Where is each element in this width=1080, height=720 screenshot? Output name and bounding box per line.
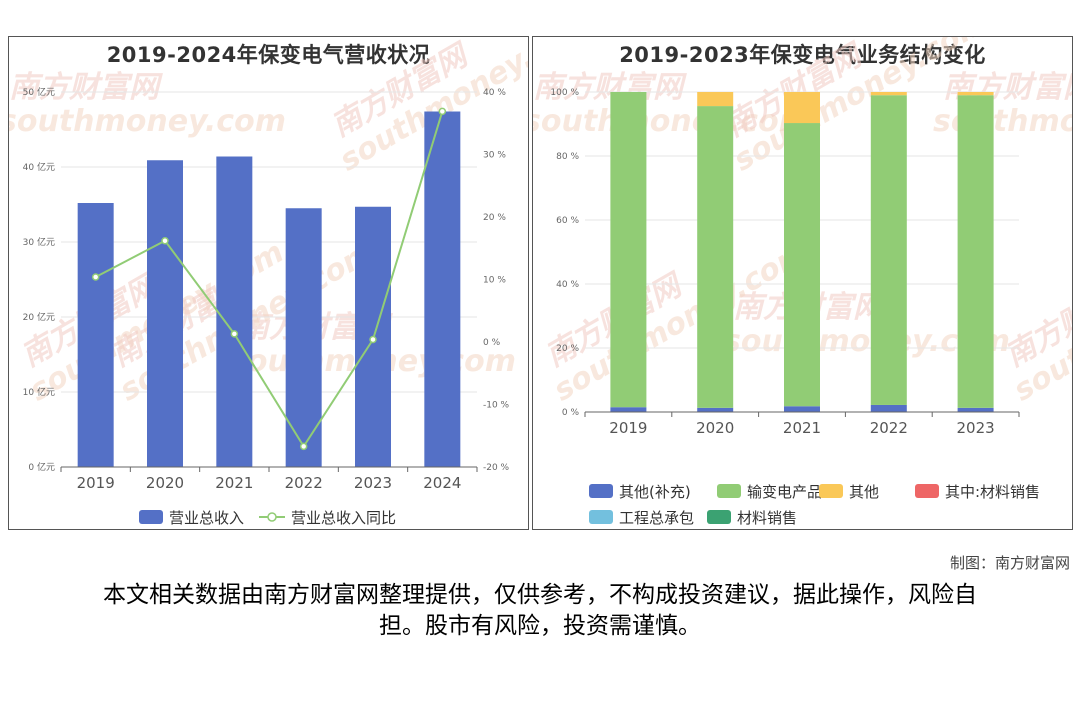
business-structure-chart-title: 2019-2023年保变电气业务结构变化 <box>619 43 986 67</box>
stacked-bar-segment <box>697 92 734 107</box>
disclaimer-text: 本文相关数据由南方财富网整理提供，仅供参考，不构成投资建议，据此操作，风险自担。… <box>103 582 977 639</box>
watermark-text: southmoney.com <box>933 104 1073 139</box>
revenue-bar <box>424 111 461 467</box>
revenue-bar <box>285 208 322 467</box>
watermark-text: southmoney.com <box>9 104 286 139</box>
watermark-text: 南方财富网 <box>533 70 687 105</box>
legend-swatch <box>589 484 613 498</box>
y-right-tick-label: 10 % <box>483 276 506 286</box>
yoy-line <box>95 111 444 449</box>
legend-swatch-revenue <box>139 510 163 524</box>
x-tick-label: 2021 <box>783 419 821 437</box>
legend-label: 材料销售 <box>737 509 797 527</box>
x-tick-label: 2021 <box>215 474 253 492</box>
stacked-bar-segment <box>870 92 907 96</box>
legend-swatch <box>589 510 613 524</box>
watermark-text: southmoney.com <box>533 104 810 139</box>
y-tick-label: 100 % <box>550 88 579 98</box>
x-tick-label: 2022 <box>870 419 908 437</box>
y-right-tick-label: 20 % <box>483 213 506 223</box>
y-left-tick-label: 10 亿元 <box>23 386 55 398</box>
y-right-tick-label: 30 % <box>483 151 506 161</box>
x-tick-label: 2019 <box>77 474 115 492</box>
chart-credit: 制图：南方财富网 <box>949 554 1070 572</box>
legend-label: 其中:材料销售 <box>945 483 1040 501</box>
stacked-bar-segment <box>870 404 907 412</box>
revenue-bar <box>77 203 114 467</box>
legend-swatch <box>915 484 939 498</box>
legend-label: 输变电产品 <box>747 483 822 501</box>
yoy-point <box>438 107 447 116</box>
legend-label: 其他(补充) <box>619 483 691 501</box>
stacked-bar-segment <box>957 95 994 408</box>
business-structure-chart: 南方财富网southmoney.com南方财富网southmoney.com南方… <box>533 37 1073 527</box>
watermark-text: 南方财富网 <box>9 70 163 105</box>
stacked-bar-segment <box>784 123 820 407</box>
revenue-chart: 南方财富网southmoney.com南方财富网southmoney.com南方… <box>9 37 528 527</box>
stacked-bar-segment <box>957 407 994 412</box>
y-tick-label: 80 % <box>556 152 579 162</box>
yoy-point <box>230 330 239 338</box>
x-tick-label: 2020 <box>696 419 734 437</box>
business-structure-chart-panel: 2019-2023年保变电气业务结构变化 南方财富网 southmoney.com… <box>532 36 1073 530</box>
stacked-bar-segment <box>957 92 994 96</box>
yoy-point <box>161 237 169 245</box>
legend: 营业总收入 营业总收入同比 <box>139 509 396 527</box>
yoy-point <box>369 335 377 344</box>
revenue-chart-title: 2019-2024年保变电气营收状况 <box>106 43 431 67</box>
x-tick-label: 2022 <box>285 474 323 492</box>
yoy-point <box>91 273 100 281</box>
revenue-chart-panel: 2019-2024年保变电气营收状况 南方财富网 southmoney.com 南方… <box>8 36 529 530</box>
y-right-tick-label: 0 % <box>483 338 501 348</box>
legend-swatch <box>707 510 731 524</box>
stacked-bar-segment <box>697 106 734 408</box>
yoy-point <box>299 442 308 451</box>
y-tick-label: 20 % <box>556 344 579 354</box>
legend-label-revenue: 营业总收入 <box>169 509 244 527</box>
y-right-tick-label: -20 % <box>483 463 510 473</box>
x-tick-label: 2023 <box>354 474 392 492</box>
x-tick-label: 2023 <box>957 419 995 437</box>
stacked-bar-segment <box>610 92 647 408</box>
stacked-bar-segment <box>784 406 820 412</box>
stacked-bar-segment <box>870 95 907 405</box>
y-left-tick-label: 30 亿元 <box>23 236 55 248</box>
legend-swatch <box>717 484 741 498</box>
grid-lines <box>61 91 477 468</box>
y-tick-label: 60 % <box>556 216 579 226</box>
y-right-tick-label: 40 % <box>483 88 506 98</box>
legend-swatch-yoy-marker <box>267 512 277 522</box>
y-tick-label: 0 % <box>562 408 580 418</box>
x-tick-label: 2019 <box>609 419 647 437</box>
y-left-tick-label: 40 亿元 <box>23 161 55 173</box>
legend-label-yoy: 营业总收入同比 <box>291 509 396 527</box>
x-tick-label: 2024 <box>423 474 461 492</box>
revenue-bar <box>216 156 253 467</box>
revenue-bar <box>147 160 183 467</box>
legend-label: 工程总承包 <box>619 509 694 527</box>
x-tick-label: 2020 <box>146 474 184 492</box>
y-left-tick-label: 50 亿元 <box>23 86 55 98</box>
stacked-bar-segment <box>784 92 820 124</box>
legend-label: 其他 <box>849 483 879 501</box>
y-left-tick-label: 0 亿元 <box>28 461 55 473</box>
y-tick-label: 40 % <box>556 280 579 290</box>
legend-swatch <box>819 484 843 498</box>
stacked-bar-segment <box>610 407 647 412</box>
stacked-bar-segment <box>697 407 734 412</box>
y-right-tick-label: -10 % <box>483 401 510 411</box>
y-left-tick-label: 20 亿元 <box>23 311 55 323</box>
